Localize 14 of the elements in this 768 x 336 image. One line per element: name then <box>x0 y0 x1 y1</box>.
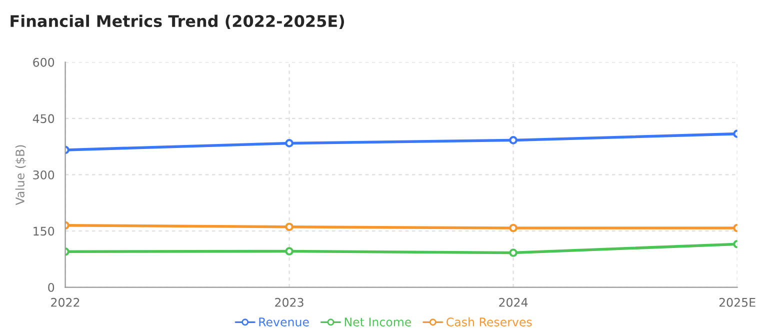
x-tick-label: 2025E <box>719 298 756 307</box>
y-tick-label: 450 <box>32 114 54 124</box>
legend-label: Cash Reserves <box>446 317 532 326</box>
x-tick-label: 2024 <box>499 298 528 307</box>
x-tick-label: 2023 <box>275 298 304 307</box>
y-tick-label: 150 <box>34 226 54 236</box>
legend-label: Net Income <box>344 318 412 326</box>
y-tick-label: 600 <box>33 58 54 67</box>
y-axis-title: Value ($B) <box>15 145 26 206</box>
y-tick-label: 300 <box>33 170 54 180</box>
chart-title: Financial Metrics Trend (2022-2025E) <box>10 14 344 29</box>
legend-label: Revenue <box>259 318 309 326</box>
x-tick-label: 2022 <box>51 298 80 307</box>
y-tick-label: 0 <box>48 283 54 292</box>
